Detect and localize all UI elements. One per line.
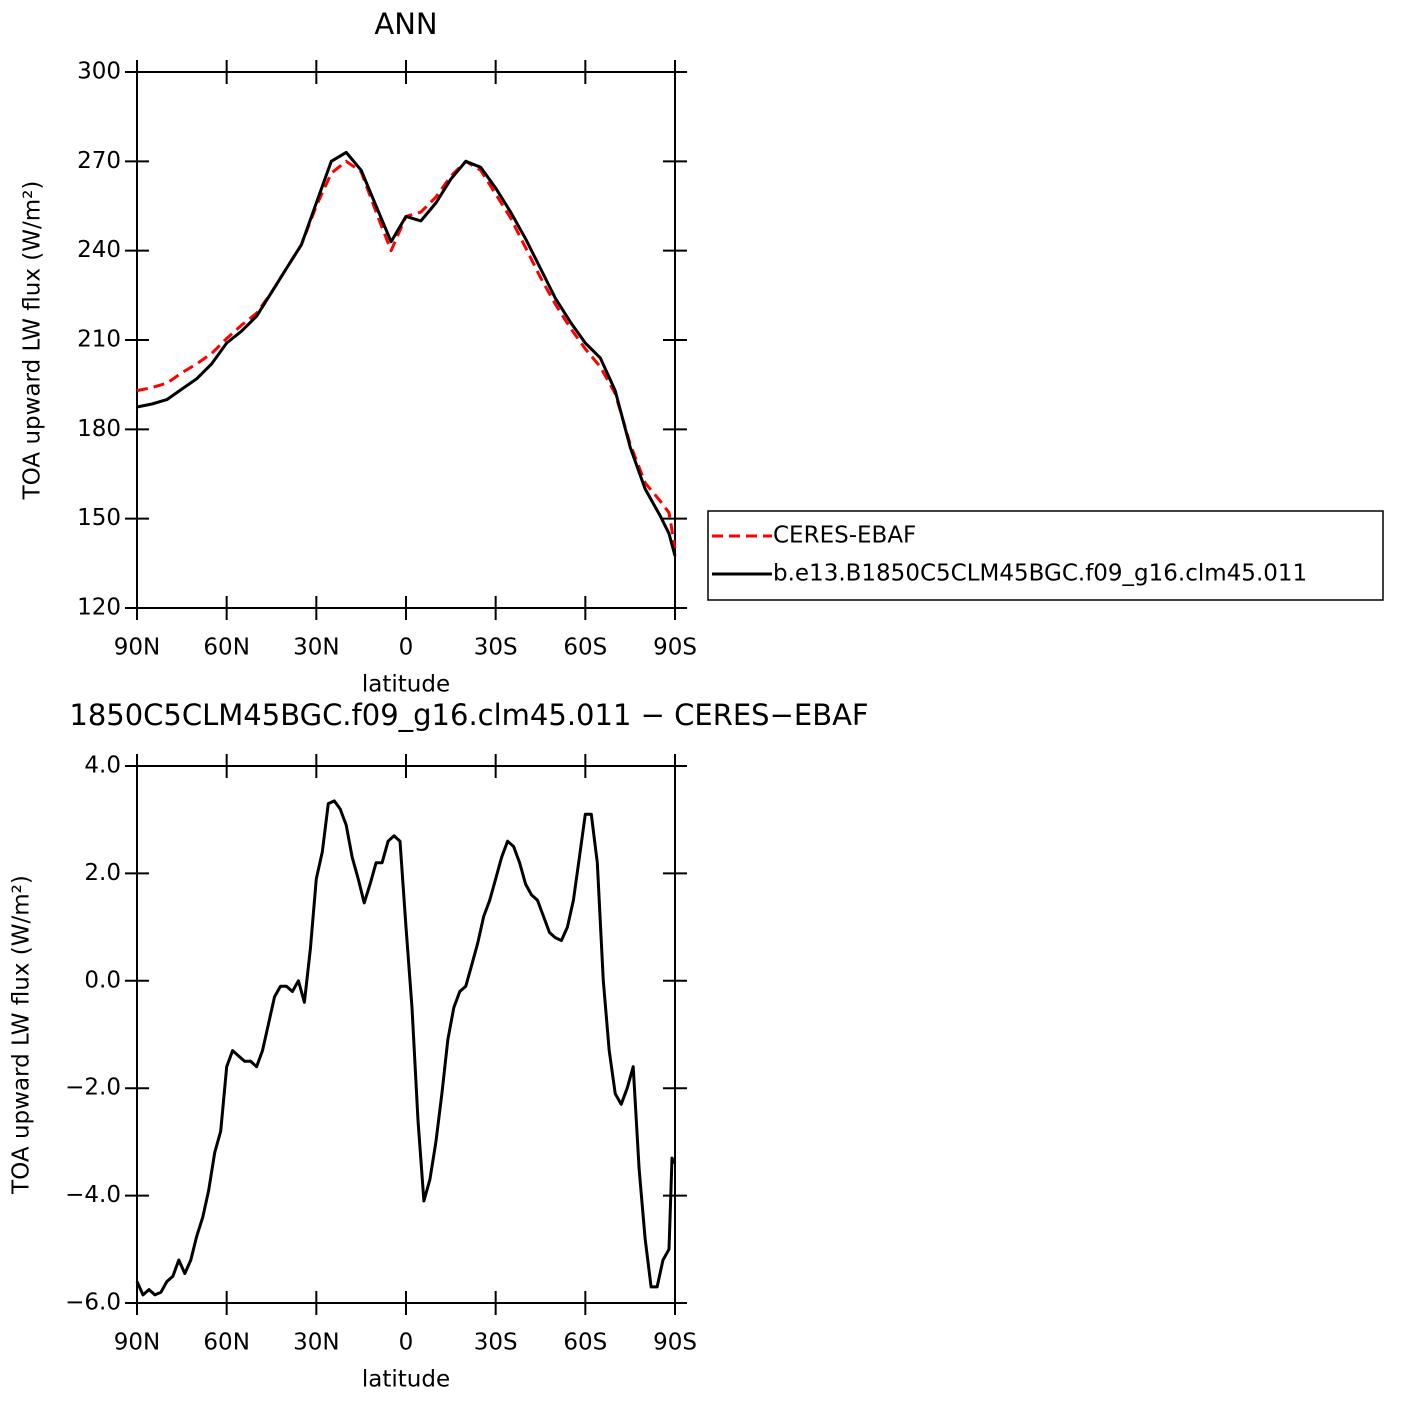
data-line bbox=[136, 150, 677, 557]
y-tick-label: 4.0 bbox=[84, 753, 121, 779]
y-tick-label: −2.0 bbox=[65, 1075, 121, 1101]
y-tick-label: 150 bbox=[77, 505, 121, 531]
chart-title: 1850C5CLM45BGC.f09_g16.clm45.011 − CERES… bbox=[69, 698, 868, 732]
x-tick-label: 30S bbox=[474, 635, 518, 661]
x-tick-label: 90S bbox=[653, 635, 697, 661]
y-tick-label: −6.0 bbox=[65, 1290, 121, 1316]
legend-label: CERES-EBAF bbox=[773, 523, 916, 549]
y-tick-label: 180 bbox=[77, 416, 121, 442]
y-tick-label: 240 bbox=[77, 237, 121, 263]
x-tick-label: 30N bbox=[293, 635, 339, 661]
x-tick-label: 90S bbox=[653, 1330, 697, 1356]
y-tick-label: 120 bbox=[77, 595, 121, 621]
data-line bbox=[136, 159, 677, 549]
x-tick-label: 90N bbox=[114, 635, 160, 661]
x-tick-label: 60S bbox=[563, 635, 607, 661]
x-tick-label: 30S bbox=[474, 1330, 518, 1356]
chart-title: ANN bbox=[374, 7, 437, 41]
y-tick-label: 2.0 bbox=[84, 860, 121, 886]
x-tick-label: 90N bbox=[114, 1330, 160, 1356]
x-tick-label: 30N bbox=[293, 1330, 339, 1356]
y-tick-label: 0.0 bbox=[84, 967, 121, 993]
x-tick-label: 60N bbox=[203, 1330, 249, 1356]
y-tick-label: −4.0 bbox=[65, 1182, 121, 1208]
x-tick-label: 0 bbox=[399, 1330, 414, 1356]
x-tick-label: 0 bbox=[399, 635, 414, 661]
legend-box bbox=[707, 510, 1384, 601]
y-tick-label: 270 bbox=[77, 148, 121, 174]
data-line bbox=[135, 799, 677, 1297]
x-tick-label: 60N bbox=[203, 635, 249, 661]
y-axis-label: TOA upward LW flux (W/m²) bbox=[20, 181, 46, 501]
plot-frame bbox=[136, 71, 676, 609]
y-axis-label: TOA upward LW flux (W/m²) bbox=[9, 875, 35, 1195]
y-tick-label: 300 bbox=[77, 59, 121, 85]
x-axis-label: latitude bbox=[362, 672, 450, 698]
x-tick-label: 60S bbox=[563, 1330, 607, 1356]
legend-label: b.e13.B1850C5CLM45BGC.f09_g16.clm45.011 bbox=[773, 561, 1307, 587]
y-tick-label: 210 bbox=[77, 327, 121, 353]
x-axis-label: latitude bbox=[362, 1367, 450, 1393]
